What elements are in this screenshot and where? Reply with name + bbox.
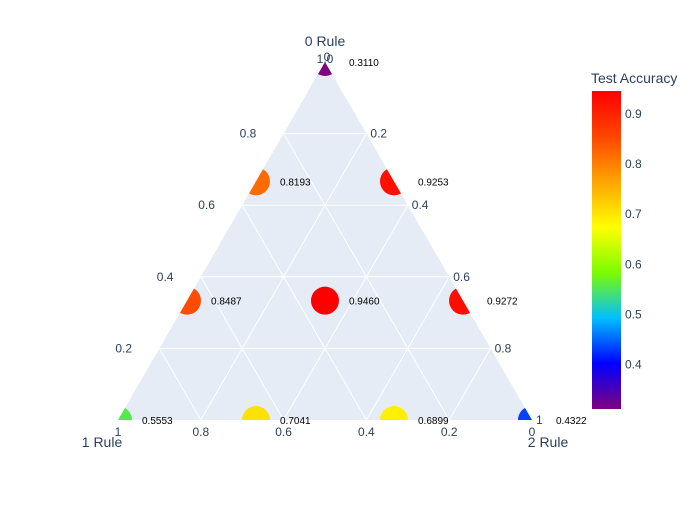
tick-label-1-rule: 0.8 bbox=[192, 425, 209, 439]
axis-title-0-rule: 0 Rule bbox=[305, 33, 346, 49]
tick-label-0-rule: 0.6 bbox=[198, 198, 215, 212]
grid-line bbox=[283, 204, 409, 421]
colorbar-title: Test Accuracy bbox=[591, 70, 677, 86]
data-point-marker bbox=[310, 286, 339, 315]
grid-line bbox=[365, 276, 450, 421]
colorbar-ticks: 0.4 0.5 0.6 0.7 0.8 0.9 bbox=[625, 107, 642, 371]
colorbar-tick-label: 0.4 bbox=[625, 357, 642, 371]
tick-label-0-rule: 0.8 bbox=[240, 127, 257, 141]
data-point-label: 0.5553 bbox=[142, 416, 173, 427]
data-point-marker bbox=[449, 286, 478, 315]
tick-label-0-rule: 0.2 bbox=[115, 341, 132, 355]
tick-label-1-rule: 0 bbox=[529, 425, 536, 439]
data-point-label: 0.6899 bbox=[418, 416, 449, 427]
tick-label-2-rule: 0.6 bbox=[453, 270, 470, 284]
tick-label-0-rule: 0.4 bbox=[157, 270, 174, 284]
data-point-label: 0.3110 bbox=[349, 58, 379, 69]
data-labels: 0.3110 0.5553 0.4322 0.8193 0.9253 0.8487 0.92… bbox=[142, 58, 587, 427]
ternary-plot-area bbox=[118, 62, 532, 420]
tick-label-1-rule: 0.4 bbox=[358, 425, 375, 439]
axis-tick-labels: 0.20.40.60.81.000.20.40.60.8100.20.40.60… bbox=[115, 50, 543, 439]
data-point-label: 0.9460 bbox=[349, 297, 380, 308]
grid-lines bbox=[158, 133, 492, 421]
tick-label-2-rule: 1 bbox=[536, 413, 543, 427]
tick-label-2-rule: 0.8 bbox=[495, 341, 512, 355]
data-point-marker bbox=[242, 167, 271, 196]
data-point-marker bbox=[118, 406, 132, 420]
data-point-label: 0.8487 bbox=[211, 297, 242, 308]
tick-label-1-rule: 0.2 bbox=[441, 425, 458, 439]
tick-label-1-rule: 1 bbox=[115, 425, 122, 439]
data-point-marker bbox=[379, 167, 408, 196]
data-point-marker bbox=[241, 406, 270, 420]
tick-label-1-rule: 0.6 bbox=[275, 425, 292, 439]
colorbar-tick-label: 0.7 bbox=[625, 207, 642, 221]
tick-label-2-rule: 0 bbox=[324, 50, 331, 64]
axis-title-1-rule: 1 Rule bbox=[82, 434, 123, 450]
grid-line bbox=[448, 348, 492, 421]
data-point-marker bbox=[380, 406, 409, 420]
axis-title-2-rule: 2 Rule bbox=[528, 434, 569, 450]
data-point-marker bbox=[518, 406, 532, 420]
data-point-label: 0.9272 bbox=[487, 297, 518, 308]
data-point-label: 0.4322 bbox=[556, 416, 587, 427]
tick-label-0-rule: 1.0 bbox=[317, 52, 334, 66]
colorbar: Test Accuracy 0.4 0.5 0.6 0.7 0.8 0.9 bbox=[591, 70, 677, 409]
grid-line bbox=[241, 204, 367, 421]
colorbar-gradient bbox=[592, 91, 621, 409]
data-point-label: 0.9253 bbox=[418, 177, 449, 188]
tick-label-2-rule: 0.2 bbox=[370, 127, 387, 141]
colorbar-tick-label: 0.5 bbox=[625, 307, 642, 321]
grid-line bbox=[158, 348, 202, 421]
tick-label-2-rule: 0.4 bbox=[412, 198, 429, 212]
grid-line bbox=[200, 276, 285, 421]
data-point-marker bbox=[172, 286, 201, 315]
colorbar-tick-label: 0.9 bbox=[625, 107, 642, 121]
data-point-label: 0.7041 bbox=[280, 416, 311, 427]
data-point-label: 0.8193 bbox=[280, 177, 311, 188]
colorbar-tick-label: 0.6 bbox=[625, 257, 642, 271]
colorbar-tick-label: 0.8 bbox=[625, 157, 642, 171]
